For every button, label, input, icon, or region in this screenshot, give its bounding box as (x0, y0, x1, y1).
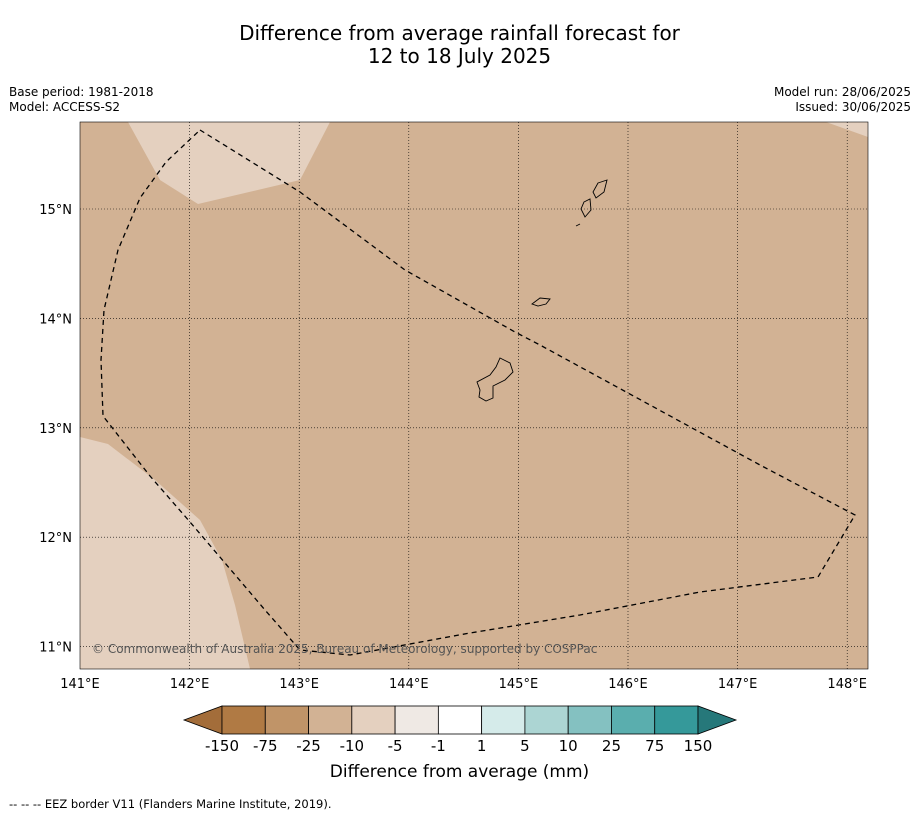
y-tick-label: 12°N (39, 531, 72, 546)
y-tick-label: 13°N (39, 422, 72, 437)
colorbar (182, 705, 738, 735)
colorbar-segments (182, 705, 738, 735)
x-axis-ticks: 141°E 142°E 143°E 144°E 145°E 146°E 147°E 148°E (60, 677, 867, 692)
colorbar-tick-label: 1 (476, 737, 487, 755)
colorbar-box (394, 705, 439, 735)
island-tinian (580, 198, 592, 218)
map-frame (79, 121, 869, 670)
anomaly-region-southwest (80, 437, 250, 669)
base-period: Base period: 1981-2018 (9, 85, 154, 99)
colorbar-tick-label: -10 (339, 737, 365, 755)
colorbar-box (654, 705, 699, 735)
eez-border (100, 129, 856, 656)
y-tick-label: 11°N (39, 641, 72, 656)
colorbar-box (611, 705, 656, 735)
colorbar-tick-label: -25 (296, 737, 321, 755)
anomaly-region-northeast (826, 122, 868, 137)
x-tick-label: 145°E (499, 677, 539, 692)
colorbar-extend-high (697, 705, 738, 735)
colorbar-extend-low (182, 705, 223, 735)
anomaly-region-north (128, 122, 330, 204)
y-tick-label: 15°N (39, 203, 72, 218)
y-axis-ticks: 15°N 14°N 13°N 12°N 11°N (39, 203, 72, 656)
island-rota (531, 297, 551, 307)
colorbar-box (481, 705, 526, 735)
colorbar-tick-label: -1 (430, 737, 446, 755)
colorbar-box (437, 705, 483, 735)
rainfall-map: © Commonwealth of Australia 2025, Bureau… (39, 121, 869, 692)
island-guam (476, 357, 514, 402)
x-tick-label: 148°E (827, 677, 867, 692)
title-line-1: Difference from average rainfall forecas… (239, 21, 680, 45)
x-tick-label: 146°E (608, 677, 648, 692)
island-aguijan (575, 223, 581, 227)
issued-date: Issued: 30/06/2025 (795, 100, 911, 114)
colorbar-box (221, 705, 266, 735)
colorbar-box (351, 705, 396, 735)
island-saipan (592, 179, 608, 199)
colorbar-box (264, 705, 309, 735)
model-run: Model run: 28/06/2025 (773, 85, 911, 99)
x-tick-label: 142°E (170, 677, 210, 692)
colorbar-tick-label: 75 (645, 737, 665, 755)
colorbar-tick-label: -150 (204, 737, 240, 755)
colorbar-tick-label: 10 (558, 737, 578, 755)
map-gridlines (80, 122, 868, 669)
copyright-text: © Commonwealth of Australia 2025, Bureau… (92, 642, 597, 656)
colorbar-box (524, 705, 569, 735)
x-tick-label: 143°E (279, 677, 319, 692)
x-tick-label: 144°E (389, 677, 429, 692)
colorbar-box (567, 705, 612, 735)
eez-legend-footer: -- -- -- EEZ border V11 (Flanders Marine… (9, 797, 332, 811)
y-tick-label: 14°N (39, 312, 72, 327)
model-name: Model: ACCESS-S2 (9, 100, 121, 114)
title-line-2: 12 to 18 July 2025 (367, 44, 552, 68)
colorbar-tick-label: -75 (253, 737, 278, 755)
meta-left: Base period: 1981-2018 Model: ACCESS-S2 (9, 85, 154, 115)
colorbar-tick-label: -5 (387, 737, 403, 755)
meta-right: Model run: 28/06/2025 Issued: 30/06/2025 (774, 85, 911, 115)
chart-title: Difference from average rainfall forecas… (0, 22, 919, 68)
colorbar-title: Difference from average (mm) (329, 762, 590, 782)
colorbar-tick-label: 5 (520, 737, 530, 755)
colorbar-tick-label: 150 (683, 737, 713, 755)
x-tick-label: 141°E (60, 677, 100, 692)
colorbar-tick-label: 25 (601, 737, 621, 755)
colorbar-box (308, 705, 353, 735)
x-tick-label: 147°E (718, 677, 758, 692)
